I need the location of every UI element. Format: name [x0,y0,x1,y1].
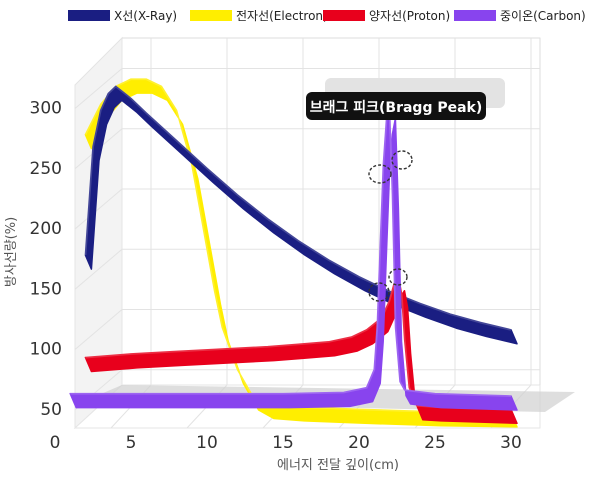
series-0 [84,84,518,345]
series-highlight [70,104,512,397]
y-tick-label: 200 [30,219,62,239]
y-tick-label: 300 [30,99,62,119]
legend-swatch [68,10,110,21]
x-tick-label: 15 [272,433,294,453]
y-tick-label: 150 [30,279,62,299]
series-layer [69,78,518,428]
legend-item: 양자선(Proton) [323,9,450,23]
legend-item: 전자선(Electron) [190,9,328,23]
x-tick-label: 30 [500,433,522,453]
legend-label: 전자선(Electron) [236,9,328,23]
legend-swatch [323,10,365,21]
bragg-peak-marker-carbon-b [391,150,413,170]
bragg-peak-label: 브래그 피크(Bragg Peak) [310,100,483,116]
legend-swatch [454,10,496,21]
legend-item: 중이온(Carbon) [454,9,586,23]
legend: X선(X-Ray) 전자선(Electron) 양자선(Proton) 중이온(Car… [68,9,586,23]
x-tick-label: 20 [348,433,370,453]
series-highlight [84,84,512,331]
legend-label: 중이온(Carbon) [500,9,586,23]
series-ribbon [69,103,518,411]
series-3 [69,103,518,411]
x-tick-label: 0 [50,433,61,453]
x-tick-label: 5 [126,433,137,453]
bragg-peak-marker-proton-a [368,282,390,302]
legend-swatch [190,10,232,21]
y-tick-label: 50 [40,400,62,420]
series-ribbon [84,275,518,425]
grid-line-y-side [74,309,123,350]
legend-label: 양자선(Proton) [369,9,450,23]
grid-line-y-side [74,248,123,290]
legend-label: X선(X-Ray) [114,9,177,23]
y-axis-ticks: 50 100 150 200 250 300 [30,99,62,420]
y-tick-label: 250 [30,159,62,179]
bragg-peak-marker-carbon-a [368,164,392,184]
series-ribbon [84,78,518,428]
bragg-peak-marker-proton-b [388,268,408,286]
y-tick-label: 100 [30,340,62,360]
y-axis-title: 방사선량(%) [4,217,19,287]
grid-line-y-side [74,68,123,109]
x-tick-label: 10 [196,433,218,453]
x-tick-label: 25 [424,433,446,453]
x-axis-ticks: 0 5 10 15 20 25 30 [50,433,522,453]
grid-line-y-side [74,188,123,230]
series-ribbon [84,85,518,345]
x-axis-title: 에너지 전달 깊이(cm) [277,458,399,473]
bragg-peak-label-box [306,92,486,120]
legend-item: X선(X-Ray) [68,9,177,23]
bragg-peak-annotation: 브래그 피크(Bragg Peak) [306,78,505,302]
